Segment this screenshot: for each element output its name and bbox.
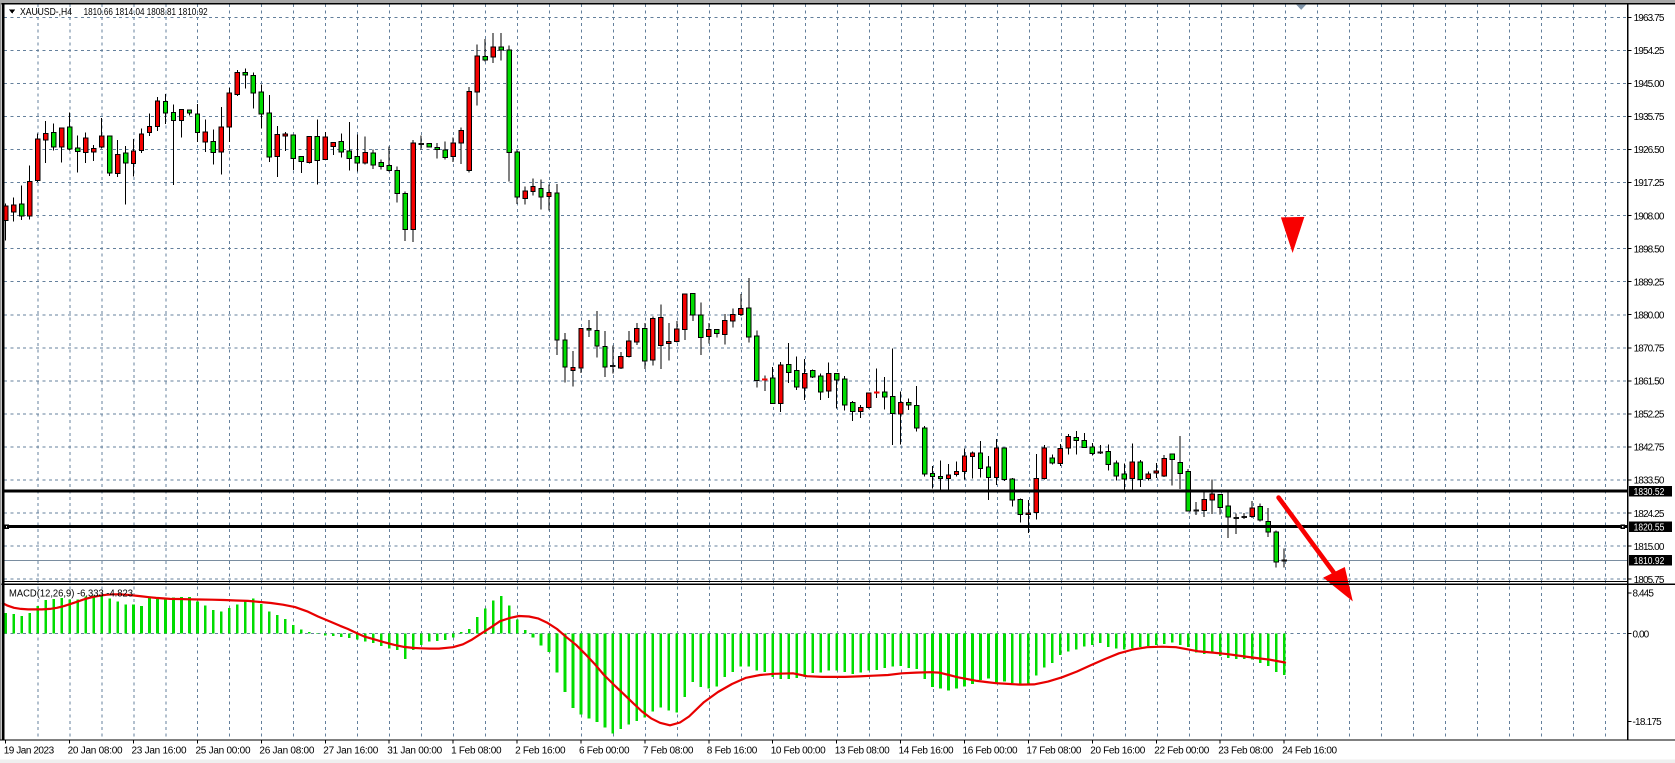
svg-text:1820.55: 1820.55 — [1634, 522, 1665, 533]
svg-text:23 Jan 16:00: 23 Jan 16:00 — [132, 746, 187, 757]
svg-text:8.445: 8.445 — [1633, 589, 1655, 600]
svg-text:1926.50: 1926.50 — [1634, 145, 1665, 156]
svg-text:1945.00: 1945.00 — [1634, 79, 1665, 90]
svg-text:1954.25: 1954.25 — [1634, 46, 1665, 57]
svg-text:1810.66 1814.04 1808.81 1810.9: 1810.66 1814.04 1808.81 1810.92 — [84, 6, 208, 18]
svg-text:10 Feb 00:00: 10 Feb 00:00 — [771, 746, 826, 757]
svg-text:1852.25: 1852.25 — [1634, 410, 1665, 421]
svg-text:1830.52: 1830.52 — [1634, 487, 1665, 498]
svg-text:22 Feb 00:00: 22 Feb 00:00 — [1154, 746, 1209, 757]
svg-text:1908.00: 1908.00 — [1634, 211, 1665, 222]
svg-text:1842.75: 1842.75 — [1634, 443, 1665, 454]
svg-text:1824.25: 1824.25 — [1634, 509, 1665, 520]
svg-text:1 Feb 08:00: 1 Feb 08:00 — [451, 746, 502, 757]
svg-text:1917.25: 1917.25 — [1634, 178, 1665, 189]
svg-text:16 Feb 00:00: 16 Feb 00:00 — [963, 746, 1018, 757]
svg-text:0.00: 0.00 — [1633, 629, 1650, 640]
svg-text:1833.50: 1833.50 — [1634, 476, 1665, 487]
svg-text:1815.00: 1815.00 — [1634, 542, 1665, 553]
svg-text:1935.75: 1935.75 — [1634, 112, 1665, 123]
svg-text:7 Feb 08:00: 7 Feb 08:00 — [643, 746, 694, 757]
svg-text:25 Jan 00:00: 25 Jan 00:00 — [196, 746, 251, 757]
svg-text:1861.50: 1861.50 — [1634, 377, 1665, 388]
svg-text:2 Feb 16:00: 2 Feb 16:00 — [515, 746, 566, 757]
svg-text:27 Jan 16:00: 27 Jan 16:00 — [323, 746, 378, 757]
svg-text:19 Jan 2023: 19 Jan 2023 — [4, 746, 55, 757]
svg-text:24 Feb 16:00: 24 Feb 16:00 — [1282, 746, 1337, 757]
svg-text:1963.75: 1963.75 — [1634, 13, 1665, 24]
svg-text:1805.75: 1805.75 — [1634, 575, 1665, 586]
svg-text:14 Feb 16:00: 14 Feb 16:00 — [899, 746, 954, 757]
svg-text:17 Feb 08:00: 17 Feb 08:00 — [1026, 746, 1081, 757]
svg-text:26 Jan 08:00: 26 Jan 08:00 — [259, 746, 314, 757]
svg-text:20 Jan 08:00: 20 Jan 08:00 — [68, 746, 123, 757]
svg-text:1880.00: 1880.00 — [1634, 310, 1665, 321]
svg-text:8 Feb 16:00: 8 Feb 16:00 — [707, 746, 758, 757]
svg-text:-18.175: -18.175 — [1633, 717, 1663, 728]
svg-text:1898.50: 1898.50 — [1634, 244, 1665, 255]
svg-text:20 Feb 16:00: 20 Feb 16:00 — [1090, 746, 1145, 757]
svg-text:MACD(12,26,9) -6.333 -4.823: MACD(12,26,9) -6.333 -4.823 — [9, 587, 133, 599]
svg-text:13 Feb 08:00: 13 Feb 08:00 — [835, 746, 890, 757]
svg-text:31 Jan 00:00: 31 Jan 00:00 — [387, 746, 442, 757]
svg-text:1889.25: 1889.25 — [1634, 277, 1665, 288]
svg-text:23 Feb 08:00: 23 Feb 08:00 — [1218, 746, 1273, 757]
svg-text:1810.92: 1810.92 — [1634, 556, 1665, 567]
svg-text:6 Feb 00:00: 6 Feb 00:00 — [579, 746, 630, 757]
svg-text:XAUUSD-,H4: XAUUSD-,H4 — [20, 6, 72, 18]
svg-text:1870.75: 1870.75 — [1634, 344, 1665, 355]
